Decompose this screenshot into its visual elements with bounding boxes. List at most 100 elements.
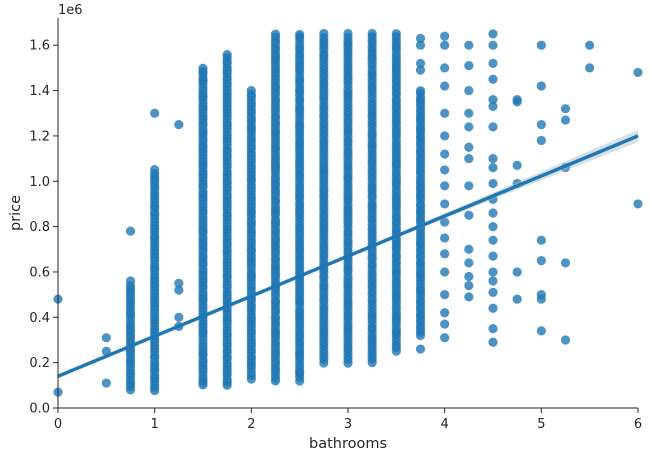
- data-point: [488, 251, 498, 261]
- y-tick-label: 1.6: [29, 39, 50, 54]
- data-point: [125, 226, 136, 236]
- data-point: [440, 199, 450, 209]
- data-point: [270, 29, 281, 39]
- data-point: [343, 28, 353, 39]
- y-tick-label: 1.0: [29, 175, 50, 190]
- data-point: [536, 40, 546, 50]
- y-axis-label: price: [8, 195, 24, 231]
- x-tick-label: 6: [634, 417, 642, 432]
- data-point: [464, 292, 474, 302]
- data-point: [440, 267, 450, 277]
- data-point: [488, 287, 498, 297]
- data-point: [415, 86, 426, 96]
- y-tick-label: 1.4: [29, 84, 50, 99]
- data-point: [440, 233, 450, 243]
- y-tick-label: 1.2: [29, 129, 50, 144]
- data-point: [488, 324, 498, 334]
- data-point: [560, 258, 571, 268]
- data-point: [415, 58, 426, 68]
- data-point: [440, 165, 450, 175]
- data-point: [440, 217, 450, 227]
- data-point: [488, 235, 498, 245]
- y-tick-label: 0.2: [29, 356, 50, 371]
- data-point: [536, 135, 546, 146]
- y-tick-label: 0.4: [29, 311, 50, 326]
- data-point: [440, 249, 450, 259]
- data-point: [536, 81, 546, 91]
- data-point: [150, 108, 160, 118]
- data-point: [440, 81, 450, 91]
- data-point: [585, 63, 595, 73]
- data-point: [319, 28, 329, 39]
- data-point: [560, 335, 571, 345]
- data-point: [536, 256, 546, 266]
- data-point: [512, 267, 522, 277]
- data-point: [464, 142, 474, 152]
- data-point: [512, 160, 522, 170]
- data-point: [464, 122, 474, 132]
- y-tick-label: 0.0: [29, 402, 50, 417]
- data-point: [440, 308, 450, 318]
- data-point: [560, 104, 571, 114]
- y-tick-label: 0.6: [29, 265, 50, 280]
- data-point: [512, 97, 522, 107]
- data-point: [101, 378, 111, 388]
- regression-line: [57, 134, 639, 378]
- data-point: [488, 58, 498, 68]
- data-point: [440, 333, 450, 343]
- data-point: [488, 276, 498, 286]
- x-axis-label: bathrooms: [309, 436, 387, 452]
- data-point: [464, 108, 474, 118]
- data-point: [512, 294, 522, 304]
- data-point: [464, 280, 474, 291]
- data-points: [53, 28, 643, 397]
- data-point: [246, 85, 256, 96]
- data-point: [488, 101, 498, 112]
- data-point: [536, 326, 546, 336]
- data-point: [464, 40, 474, 50]
- data-point: [440, 31, 450, 41]
- data-point: [560, 115, 571, 125]
- data-point: [488, 208, 498, 218]
- data-point: [464, 210, 474, 220]
- y-ticks: 0.0 0.2 0.4 0.6 0.8 1.0 1.2 1.4 1.6: [29, 39, 58, 417]
- x-tick-label: 0: [54, 417, 62, 432]
- data-point: [488, 153, 498, 164]
- x-tick-label: 5: [537, 417, 545, 432]
- data-point: [440, 290, 450, 300]
- regression-layer: [57, 129, 639, 378]
- data-point: [464, 258, 474, 268]
- data-point: [464, 181, 474, 191]
- x-tick-label: 1: [151, 417, 159, 432]
- data-point: [440, 108, 450, 118]
- data-point: [488, 178, 498, 189]
- data-point: [150, 164, 160, 175]
- data-point: [488, 29, 498, 39]
- data-point: [101, 333, 111, 343]
- data-point: [633, 67, 643, 78]
- data-point: [440, 40, 450, 50]
- data-point: [440, 149, 450, 159]
- data-point: [488, 74, 498, 84]
- data-point: [585, 40, 595, 50]
- data-point: [633, 199, 643, 209]
- data-point: [488, 122, 498, 132]
- y-tick-label: 0.8: [29, 220, 50, 235]
- data-point: [415, 344, 426, 354]
- data-point: [536, 294, 546, 304]
- x-tick-label: 2: [247, 417, 255, 432]
- data-point: [488, 163, 498, 173]
- data-point: [295, 29, 305, 40]
- data-point: [174, 119, 184, 130]
- data-point: [391, 29, 401, 39]
- data-point: [174, 312, 184, 322]
- data-point: [464, 61, 474, 71]
- data-point: [440, 319, 450, 329]
- data-point: [222, 49, 232, 60]
- data-point: [415, 40, 426, 50]
- data-point: [536, 235, 546, 245]
- data-point: [464, 85, 474, 96]
- data-point: [415, 33, 426, 44]
- x-tick-label: 3: [344, 417, 352, 432]
- data-point: [488, 303, 498, 313]
